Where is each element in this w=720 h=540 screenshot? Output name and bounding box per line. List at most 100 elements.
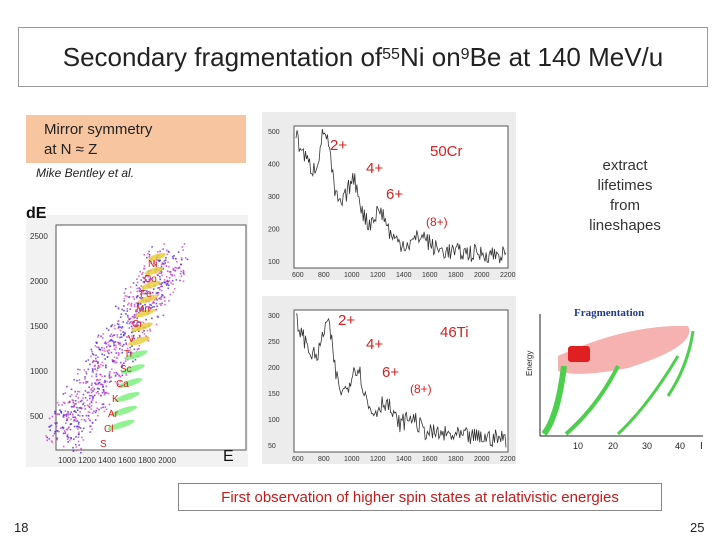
pid-element-label: Mn — [136, 304, 150, 315]
spectrum-ytick: 100 — [268, 417, 280, 424]
frag-xtick-I: I — [700, 441, 703, 452]
slide-title: Secondary fragmentation of 55 Ni on 9 Be… — [18, 27, 708, 87]
mirror-symmetry-box: Mirror symmetry at N ≈ Z — [26, 115, 246, 163]
spectrum-ytick: 400 — [268, 162, 280, 169]
pid-element-label: Ni — [148, 259, 157, 270]
spectrum-xtick: 1000 — [344, 456, 360, 463]
pid-element-label: Ti — [124, 349, 132, 360]
spectrum-bottom-line — [295, 313, 507, 448]
pid-element-label: Ca — [116, 379, 129, 390]
bottom-spin-2: 2+ — [338, 312, 356, 329]
frag-green-curve-3 — [616, 355, 680, 436]
spectrum-xtick: 1600 — [422, 272, 438, 279]
top-spin-6: 6+ — [386, 186, 404, 203]
bottom-spin-8: (8+) — [410, 382, 432, 396]
caption-box: First observation of higher spin states … — [178, 483, 662, 511]
pid-element-label: Ar — [108, 409, 119, 420]
frag-title: Fragmentation — [574, 307, 644, 319]
extract-line-1: extract — [602, 157, 648, 174]
extract-line-4: lineshapes — [589, 217, 661, 234]
spectrum-ytick: 200 — [268, 365, 280, 372]
spectrum-ytick: 150 — [268, 391, 280, 398]
pid-element-label: Cl — [104, 424, 113, 435]
frag-xtick-10: 10 — [573, 441, 583, 451]
frag-green-curve-4 — [666, 330, 695, 397]
bottom-nucleus: 46Ti — [440, 324, 469, 341]
frag-xtick-20: 20 — [608, 441, 618, 451]
extract-line-3: from — [610, 197, 640, 214]
spectrum-xtick: 2000 — [474, 456, 490, 463]
e-axis-label: E — [223, 448, 234, 465]
spectrum-xtick: 800 — [318, 272, 330, 279]
title-sup-1: 55 — [382, 46, 400, 63]
spectrum-top-svg: 500 400 300 200 100 600 800 1000 1200 1400 1600 18… — [262, 112, 516, 280]
spectrum-xtick: 1400 — [396, 272, 412, 279]
pid-element-label: K — [112, 394, 119, 405]
page-number-left: 18 — [14, 520, 29, 535]
spectrum-ytick: 200 — [268, 227, 280, 234]
pid-ytick: 1500 — [30, 322, 48, 331]
top-spin-2: 2+ — [330, 137, 348, 154]
extract-line-2: lifetimes — [597, 177, 653, 194]
bottom-spin-4: 4+ — [366, 336, 384, 353]
frag-green-curve-2 — [564, 365, 620, 436]
de-axis-label: dE — [26, 205, 47, 222]
pid-x-ticks: 1000 1200 1400 1600 1800 2000 — [58, 456, 176, 465]
title-sup-2: 9 — [460, 46, 470, 63]
mirror-line-2: at N ≈ Z — [44, 141, 98, 158]
pid-plot: 2500 2000 1500 1000 500 Ni Co Fe Mn Cr V Ti Sc Ca K Ar… — [26, 215, 248, 467]
spectrum-bottom-panel: 300 250 200 150 100 50 600 800 1000 1200 1400 1600… — [262, 296, 516, 464]
pid-ytick: 2000 — [30, 277, 48, 286]
title-mid: Ni on — [399, 41, 461, 72]
pid-element-label: Sc — [120, 364, 132, 375]
spectrum-xtick: 1200 — [370, 456, 386, 463]
spectrum-xtick: 600 — [292, 456, 304, 463]
spectrum-ytick: 300 — [268, 194, 280, 201]
fragmentation-diagram: Fragmentation Energy 10 20 30 40 I — [518, 296, 714, 464]
frag-xtick-40: 40 — [675, 441, 685, 451]
spectrum-xtick: 800 — [318, 456, 330, 463]
spectrum-xtick: 1200 — [370, 272, 386, 279]
spectrum-xtick: 1600 — [422, 456, 438, 463]
pid-element-label: S — [100, 439, 107, 450]
spectrum-xtick: 2200 — [500, 456, 516, 463]
title-prefix: Secondary fragmentation of — [62, 41, 383, 72]
extract-lifetimes-text: extract lifetimes from lineshapes — [570, 156, 680, 236]
frag-red-blob — [568, 346, 590, 362]
pid-ytick: 500 — [30, 412, 44, 421]
pid-plot-svg: 2500 2000 1500 1000 500 Ni Co Fe Mn Cr V Ti Sc Ca K Ar… — [26, 215, 248, 467]
spectrum-xtick: 1000 — [344, 272, 360, 279]
frag-ylabel: Energy — [525, 351, 534, 376]
spectrum-top-panel: 500 400 300 200 100 600 800 1000 1200 1400 1600 18… — [262, 112, 516, 280]
top-spin-8: (8+) — [426, 215, 448, 229]
pid-element-label: V — [128, 334, 135, 345]
pid-element-label: Fe — [140, 289, 152, 300]
spectrum-xtick: 1400 — [396, 456, 412, 463]
spectrum-xtick: 1800 — [448, 272, 464, 279]
caption-text: First observation of higher spin states … — [221, 488, 619, 506]
spectrum-bottom-svg: 300 250 200 150 100 50 600 800 1000 1200 1400 1600… — [262, 296, 516, 464]
spectrum-ytick: 500 — [268, 129, 280, 136]
spectrum-xtick: 2200 — [500, 272, 516, 279]
spectrum-ytick: 100 — [268, 259, 280, 266]
fragmentation-svg: Fragmentation Energy 10 20 30 40 I — [525, 307, 703, 452]
pid-ytick: 1000 — [30, 367, 48, 376]
bottom-spin-6: 6+ — [382, 364, 400, 381]
title-suffix: Be at 140 MeV/u — [469, 41, 664, 72]
spectrum-ytick: 300 — [268, 313, 280, 320]
frag-xtick-30: 30 — [642, 441, 652, 451]
pid-element-label: Cr — [132, 319, 143, 330]
spectrum-ytick: 50 — [268, 443, 276, 450]
top-nucleus: 50Cr — [430, 143, 463, 160]
frag-pink-band — [558, 325, 690, 374]
top-spin-4: 4+ — [366, 160, 384, 177]
spectrum-xtick: 600 — [292, 272, 304, 279]
spectrum-ytick: 250 — [268, 339, 280, 346]
pid-element-label: Co — [144, 274, 157, 285]
spectrum-top-line — [295, 128, 507, 264]
credit-text: Mike Bentley et al. — [36, 166, 135, 180]
frag-green-curve-1 — [541, 365, 567, 436]
spectrum-xtick: 1800 — [448, 456, 464, 463]
page-number-right: 25 — [690, 520, 705, 535]
mirror-line-1: Mirror symmetry — [44, 121, 153, 138]
